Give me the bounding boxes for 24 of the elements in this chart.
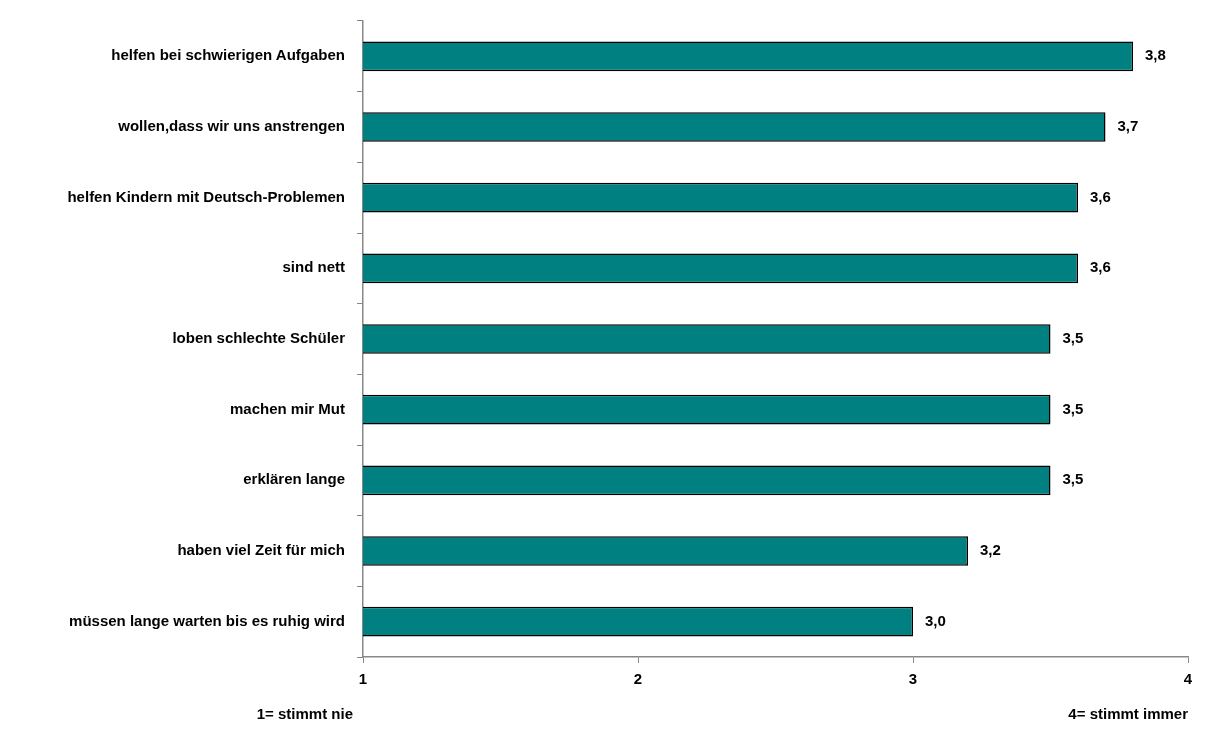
x-tick-label: 1 xyxy=(358,670,368,688)
y-tick-label: erklären lange xyxy=(243,470,345,488)
y-tick-label: wollen,dass wir uns anstrengen xyxy=(117,117,345,135)
data-label: 3,7 xyxy=(1117,117,1139,135)
text: 1= stimmt nie xyxy=(256,705,353,723)
x-tick-label: 3 xyxy=(908,670,918,688)
data-label: 3,5 xyxy=(1062,399,1084,417)
data-label: 3,6 xyxy=(1090,258,1111,276)
y-tick-label: machen mir Mut xyxy=(229,399,345,417)
y-tick-label: helfen bei schwierigen Aufgaben xyxy=(111,46,345,64)
data-label: 3,8 xyxy=(1145,46,1166,64)
x-tick-label: 2 xyxy=(633,670,643,688)
y-tick-label: helfen Kindern mit Deutsch-Problemen xyxy=(67,187,345,205)
y-tick-label: haben viel Zeit für mich xyxy=(177,541,345,559)
x-tick-label: 4 xyxy=(1183,670,1193,688)
y-tick-label: müssen lange warten bis es ruhig wird xyxy=(69,611,345,629)
y-tick-label: sind nett xyxy=(282,258,345,276)
data-label: 3,6 xyxy=(1090,187,1111,205)
y-tick-label: loben schlechte Schüler xyxy=(172,329,346,347)
data-label: 3,5 xyxy=(1062,470,1084,488)
data-label: 3,0 xyxy=(925,611,946,629)
data-label: 3,2 xyxy=(980,541,1001,559)
text: 4= stimmt immer xyxy=(1068,705,1189,723)
data-label: 3,5 xyxy=(1062,329,1084,347)
